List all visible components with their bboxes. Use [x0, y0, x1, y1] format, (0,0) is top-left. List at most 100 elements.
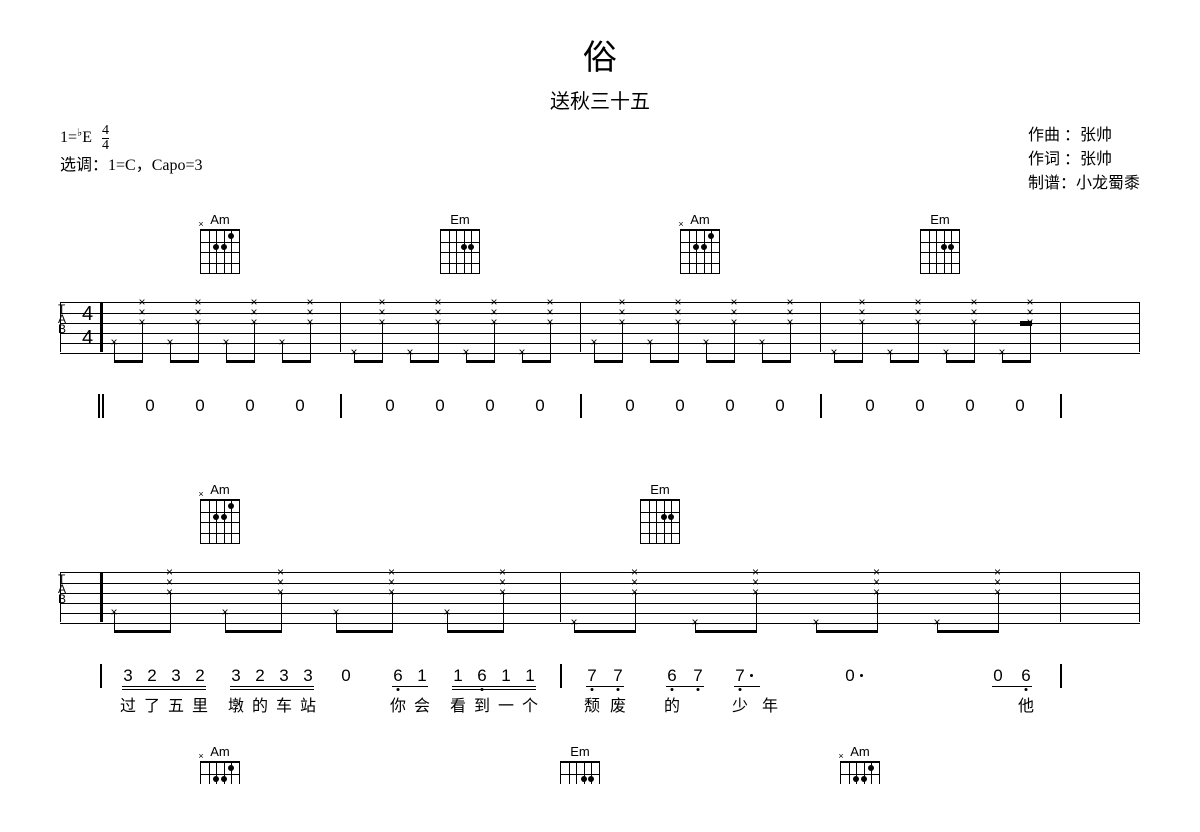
jianpu-note: 0: [245, 396, 254, 416]
lyric: 站: [300, 692, 316, 716]
chord-grid: ×: [840, 761, 880, 784]
chord-name: Am: [200, 744, 240, 759]
lyric: 少: [732, 692, 748, 716]
jianpu-note: 0: [675, 396, 684, 416]
jianpu-note: 0: [993, 666, 1002, 686]
lyric: 年: [762, 692, 778, 716]
time-signature: 4 4: [102, 124, 109, 153]
lyric: 看: [450, 692, 466, 716]
jianpu-note: 3: [171, 666, 180, 686]
lyric: 废: [610, 692, 626, 716]
jianpu-note: 0: [535, 396, 544, 416]
lyric: 墩: [228, 692, 244, 716]
chord-grid: ×: [200, 499, 240, 544]
jianpu-note: 3: [279, 666, 288, 686]
jianpu-note: 7: [587, 666, 596, 686]
jianpu-note: 0: [1015, 396, 1024, 416]
jianpu-note: 0: [725, 396, 734, 416]
lyric: 的: [664, 692, 680, 716]
chord-grid: [640, 499, 680, 544]
chord-name: Em: [440, 212, 480, 227]
composer-label: 作曲 ：: [1028, 127, 1080, 144]
jianpu-note: 0: [295, 396, 304, 416]
jianpu-note: 6: [1021, 666, 1030, 686]
song-title: 俗: [0, 0, 1200, 79]
lyric: 了: [144, 692, 160, 716]
chord-diagram: Am×: [200, 212, 240, 274]
jianpu-note: 0: [485, 396, 494, 416]
chord-diagram: Em: [920, 212, 960, 274]
chord-diagram: Am ×: [200, 482, 240, 544]
lyric: 会: [414, 692, 430, 716]
composer: 张帅: [1080, 127, 1112, 144]
jianpu-note: 0: [965, 396, 974, 416]
chord-diagram: Am ×: [200, 744, 240, 784]
jianpu-note: 2: [255, 666, 264, 686]
meta-row: 1=♭E 4 4 选调：1=C，Capo=3 作曲 ：张帅 作词 ：张帅 制谱：…: [0, 124, 1200, 196]
lyric: 的: [252, 692, 268, 716]
chord-name: Em: [560, 744, 600, 759]
chord-grid: ×: [200, 761, 240, 784]
lyric: 个: [522, 692, 538, 716]
tab-ts-bot: 4: [82, 328, 93, 352]
lyric: 过: [120, 692, 136, 716]
ts-bot: 4: [102, 138, 109, 153]
jianpu-note: 2: [147, 666, 156, 686]
lyric: 颓: [584, 692, 600, 716]
lyricist-label: 作词 ：: [1028, 151, 1080, 168]
chord-name: Em: [920, 212, 960, 227]
song-subtitle: 送秋三十五: [0, 85, 1200, 114]
transcriber: 小龙蜀黍: [1076, 175, 1140, 192]
chord-diagram: Em: [640, 482, 680, 544]
lyric: 你: [390, 692, 406, 716]
transcriber-label: 制谱：: [1028, 175, 1076, 192]
lyric: 一: [498, 692, 514, 716]
lyric: 他: [1018, 692, 1034, 716]
tab-system-2: T A B: [60, 558, 1140, 638]
tab-time-sig: 4 4: [82, 304, 93, 352]
lyric: 五: [168, 692, 184, 716]
jianpu-note: 0: [145, 396, 154, 416]
chord-diagram: Em: [560, 744, 600, 784]
chord-row-3: Am × Em Am ×: [60, 744, 1140, 784]
jianpu-note: 2: [195, 666, 204, 686]
jianpu-note: 0: [435, 396, 444, 416]
lyric: 里: [192, 692, 208, 716]
jianpu-note: 7: [613, 666, 622, 686]
chord-grid: ×: [200, 229, 240, 274]
tuning-line: 选调：1=C，Capo=3: [60, 153, 203, 179]
key-note: E: [82, 129, 92, 146]
numbered-notation-row-1: 0000000000000000: [60, 396, 1140, 444]
numbered-notation-row-2: 3过2了3五2里3墩2的3车3站06你1会1看6到1一1个7颓7废6的77少年0…: [60, 666, 1140, 714]
jianpu-note: 0: [845, 666, 854, 686]
chord-name: Am: [840, 744, 880, 759]
tab-ts-top: 4: [82, 304, 93, 328]
jianpu-note: 7: [735, 666, 744, 686]
lyric: 到: [474, 692, 490, 716]
meta-left: 1=♭E 4 4 选调：1=C，Capo=3: [60, 124, 203, 196]
jianpu-note: 1: [501, 666, 510, 686]
jianpu-note: 0: [915, 396, 924, 416]
jianpu-note: 1: [453, 666, 462, 686]
chord-diagram: Em: [440, 212, 480, 274]
jianpu-note: 6: [393, 666, 402, 686]
jianpu-note: 0: [385, 396, 394, 416]
chord-grid: ×: [680, 229, 720, 274]
lyric: 车: [276, 692, 292, 716]
jianpu-note: 6: [477, 666, 486, 686]
chord-grid: [560, 761, 600, 784]
jianpu-note: 7: [693, 666, 702, 686]
jianpu-note: 6: [667, 666, 676, 686]
jianpu-note: 0: [195, 396, 204, 416]
jianpu-note: 0: [341, 666, 350, 686]
jianpu-note: 3: [303, 666, 312, 686]
tab-system-1: T A B 4 4: [60, 288, 1140, 368]
chord-grid: [920, 229, 960, 274]
chord-name: Am: [200, 482, 240, 497]
ts-top: 4: [102, 124, 109, 138]
lyricist: 张帅: [1080, 151, 1112, 168]
chord-name: Am: [680, 212, 720, 227]
chord-name: Em: [640, 482, 680, 497]
chord-row-1: Am×EmAm×Em: [60, 212, 1140, 282]
jianpu-note: 3: [231, 666, 240, 686]
